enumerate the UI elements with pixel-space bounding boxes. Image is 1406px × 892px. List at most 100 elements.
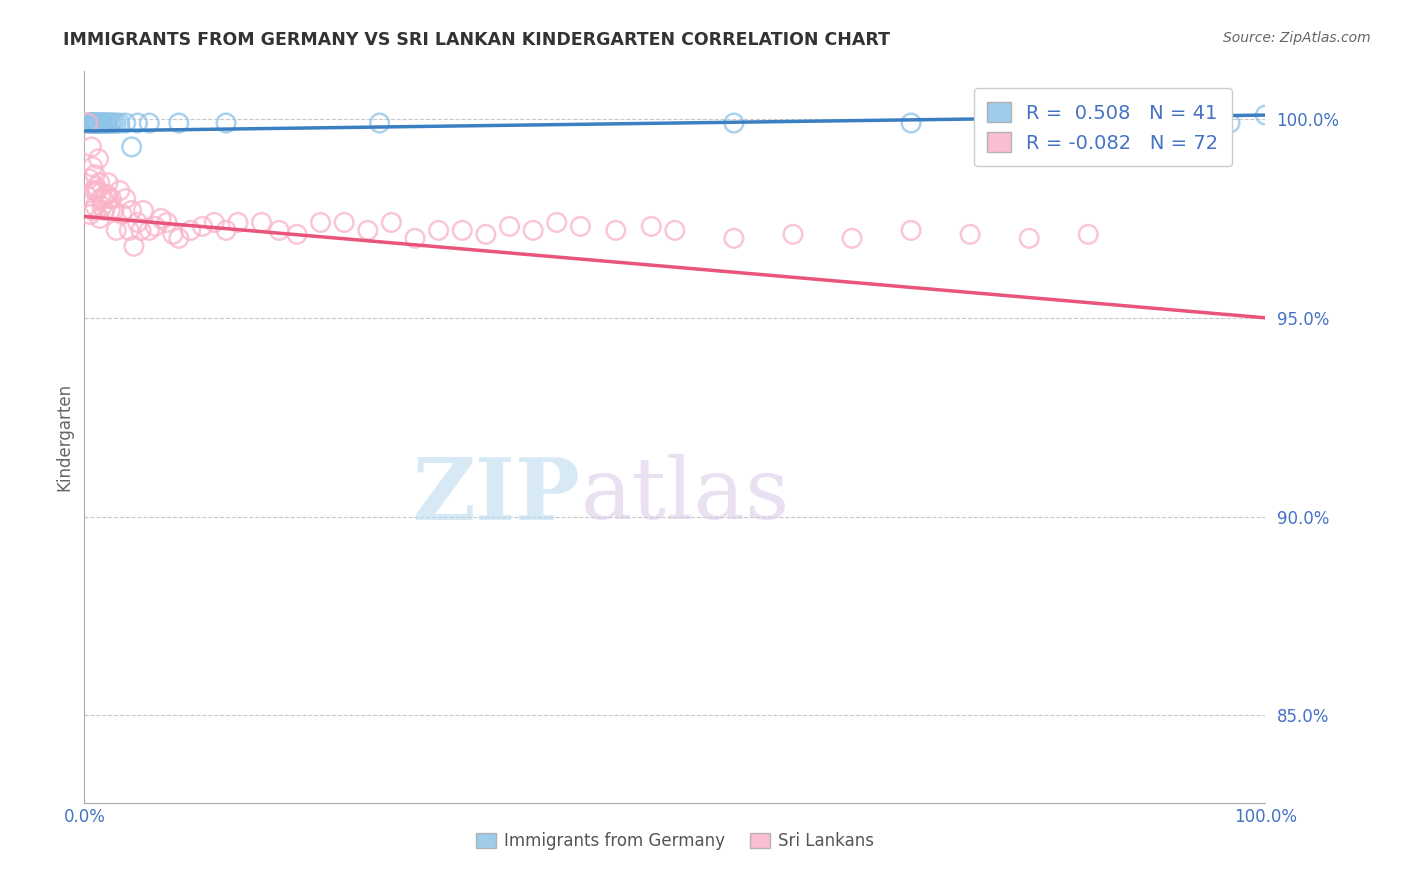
- Point: [96, 187, 118, 202]
- Point: [80, 116, 103, 130]
- Point: [98, 192, 121, 206]
- Point: [84, 116, 107, 130]
- Point: [114, 192, 136, 206]
- Point: [96, 116, 118, 130]
- Point: [368, 116, 391, 130]
- Point: [475, 227, 498, 242]
- Point: [82, 116, 104, 130]
- Point: [664, 223, 686, 237]
- Point: [91, 116, 114, 130]
- Point: [404, 231, 426, 245]
- Point: [98, 203, 121, 218]
- Point: [156, 215, 179, 229]
- Point: [103, 203, 125, 218]
- Point: [546, 215, 568, 229]
- Point: [84, 116, 107, 130]
- Point: [83, 184, 105, 198]
- Point: [100, 192, 122, 206]
- Point: [380, 215, 402, 229]
- Point: [127, 215, 149, 229]
- Point: [121, 140, 143, 154]
- Point: [138, 223, 160, 237]
- Point: [84, 179, 107, 194]
- Point: [83, 116, 105, 130]
- Point: [498, 219, 520, 234]
- Point: [97, 116, 120, 130]
- Point: [285, 227, 308, 242]
- Point: [93, 116, 115, 130]
- Point: [93, 203, 115, 218]
- Point: [1018, 231, 1040, 245]
- Point: [108, 116, 131, 130]
- Point: [167, 116, 190, 130]
- Point: [108, 184, 131, 198]
- Point: [357, 223, 380, 237]
- Point: [451, 223, 474, 237]
- Point: [1254, 108, 1277, 122]
- Point: [105, 223, 128, 237]
- Point: [80, 140, 103, 154]
- Point: [180, 223, 202, 237]
- Point: [100, 116, 122, 130]
- Point: [132, 203, 155, 218]
- Point: [94, 187, 117, 202]
- Text: atlas: atlas: [581, 454, 790, 537]
- Point: [111, 207, 134, 221]
- Point: [782, 227, 804, 242]
- Point: [89, 211, 111, 226]
- Point: [1184, 116, 1206, 130]
- Point: [191, 219, 214, 234]
- Point: [250, 215, 273, 229]
- Point: [167, 231, 190, 245]
- Point: [87, 116, 110, 130]
- Point: [150, 211, 173, 226]
- Point: [959, 227, 981, 242]
- Point: [569, 219, 592, 234]
- Y-axis label: Kindergarten: Kindergarten: [55, 383, 73, 491]
- Point: [77, 116, 100, 130]
- Point: [79, 207, 101, 221]
- Point: [427, 223, 450, 237]
- Point: [84, 116, 107, 130]
- Point: [77, 171, 100, 186]
- Point: [86, 116, 108, 130]
- Legend: Immigrants from Germany, Sri Lankans: Immigrants from Germany, Sri Lankans: [468, 825, 882, 856]
- Point: [723, 231, 745, 245]
- Point: [91, 200, 114, 214]
- Text: IMMIGRANTS FROM GERMANY VS SRI LANKAN KINDERGARTEN CORRELATION CHART: IMMIGRANTS FROM GERMANY VS SRI LANKAN KI…: [63, 31, 890, 49]
- Point: [91, 192, 114, 206]
- Point: [84, 168, 107, 182]
- Point: [94, 116, 117, 130]
- Point: [121, 203, 143, 218]
- Point: [84, 116, 107, 130]
- Point: [87, 152, 110, 166]
- Point: [129, 223, 152, 237]
- Point: [103, 116, 125, 130]
- Point: [98, 116, 121, 130]
- Point: [83, 116, 105, 130]
- Point: [79, 116, 101, 130]
- Point: [89, 116, 111, 130]
- Point: [162, 227, 184, 242]
- Point: [127, 116, 149, 130]
- Point: [84, 200, 107, 214]
- Text: ZIP: ZIP: [412, 454, 581, 538]
- Point: [82, 203, 104, 218]
- Point: [215, 223, 238, 237]
- Point: [226, 215, 249, 229]
- Point: [900, 223, 922, 237]
- Point: [90, 116, 112, 130]
- Point: [1112, 116, 1135, 130]
- Point: [138, 116, 160, 130]
- Point: [215, 116, 238, 130]
- Point: [82, 160, 104, 174]
- Point: [122, 239, 145, 253]
- Point: [91, 116, 114, 130]
- Point: [1219, 116, 1241, 130]
- Point: [86, 184, 108, 198]
- Point: [90, 192, 112, 206]
- Point: [114, 116, 136, 130]
- Point: [84, 184, 107, 198]
- Point: [143, 219, 166, 234]
- Point: [118, 223, 141, 237]
